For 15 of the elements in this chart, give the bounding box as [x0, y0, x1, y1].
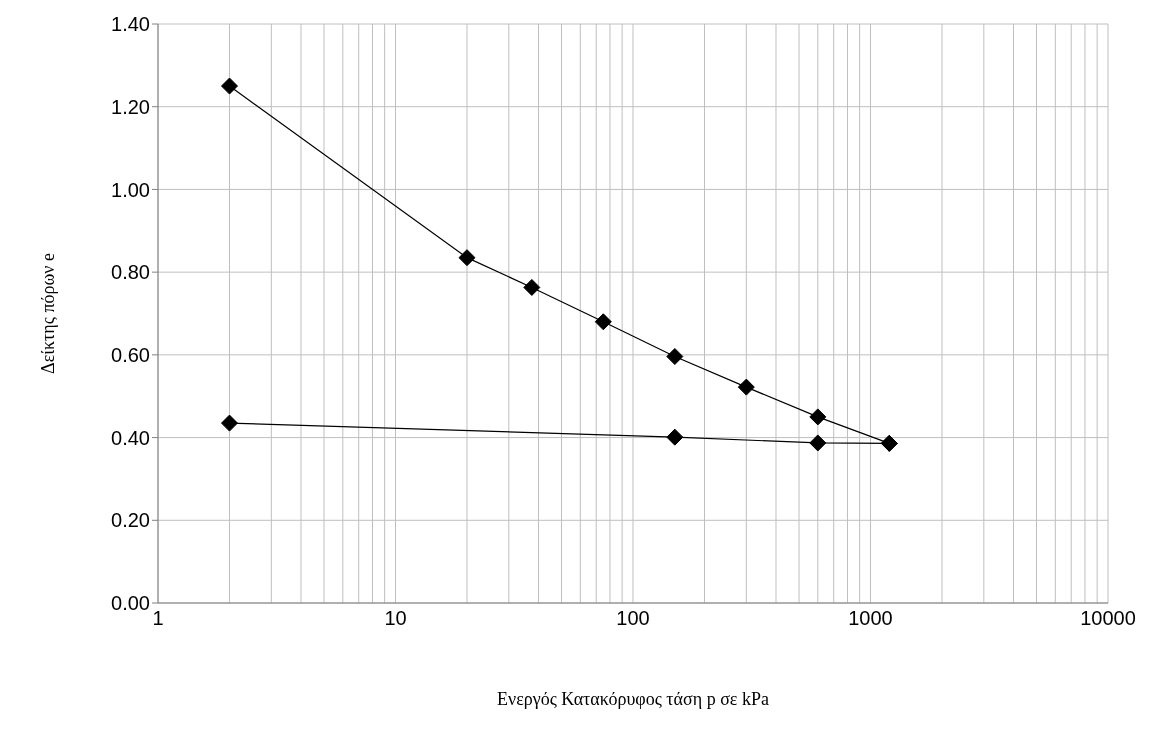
y-tick-label: 1.00 [111, 178, 150, 201]
y-tick-label: 0.40 [111, 426, 150, 449]
y-tick-label: 1.20 [111, 95, 150, 118]
x-tick-label: 100 [616, 607, 650, 630]
y-tick-label: 0.60 [111, 343, 150, 366]
x-axis-title: Ενεργός Κατακόρυφος τάση p σε kPa [497, 689, 769, 709]
x-tick-label: 10000 [1080, 607, 1136, 630]
y-tick-label: 0.20 [111, 509, 150, 532]
x-tick-label: 1000 [848, 607, 893, 630]
y-tick-label: 0.00 [111, 592, 150, 615]
y-tick-label: 1.40 [111, 13, 150, 36]
x-tick-label: 10 [384, 607, 407, 630]
y-tick-label: 0.80 [111, 261, 150, 284]
x-tick-label: 1 [152, 607, 164, 630]
y-axis-title: Δείκτης πόρων e [38, 253, 59, 374]
